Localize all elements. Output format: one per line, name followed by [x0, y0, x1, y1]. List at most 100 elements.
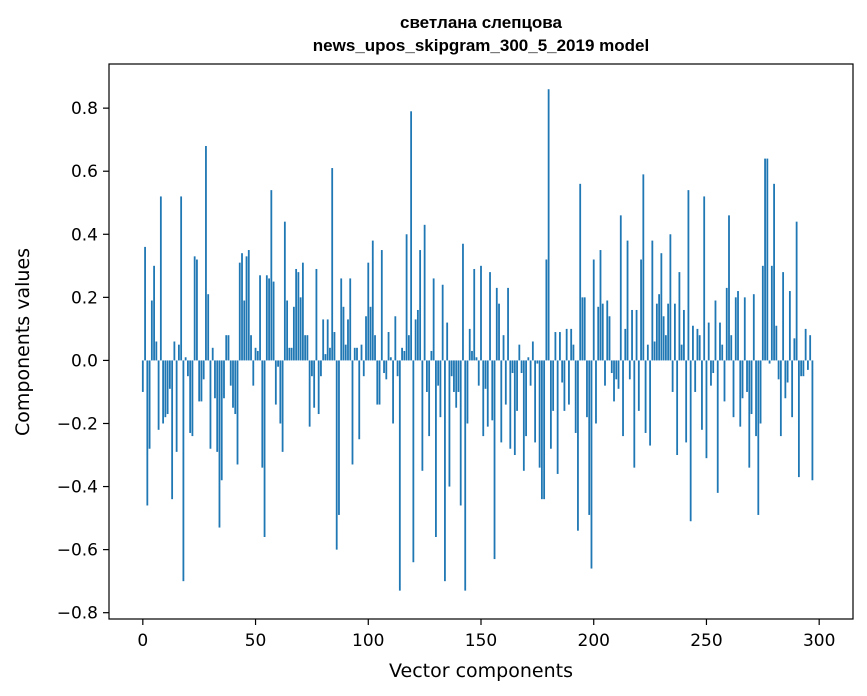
chart-subtitle: news_upos_skipgram_300_5_2019 model — [313, 36, 649, 55]
bar-component-119 — [410, 111, 413, 361]
bar-component-229 — [658, 294, 661, 361]
bar-component-93 — [351, 360, 354, 465]
bar-component-284 — [782, 272, 785, 361]
bar-component-183 — [554, 332, 557, 361]
bar-component-52 — [259, 275, 261, 361]
bar-component-172 — [529, 360, 532, 386]
bar-component-66 — [290, 347, 293, 361]
bar-component-208 — [610, 360, 613, 374]
bar-component-217 — [631, 309, 633, 361]
bar-component-206 — [606, 300, 609, 361]
bar-component-293 — [802, 360, 805, 377]
bar-component-165 — [513, 360, 516, 456]
bar-component-219 — [635, 309, 638, 361]
bar-component-234 — [669, 234, 672, 361]
bar-component-179 — [545, 259, 548, 361]
bar-component-191 — [572, 344, 575, 361]
bar-component-158 — [498, 303, 500, 361]
bar-component-86 — [335, 360, 338, 550]
bar-component-276 — [764, 158, 766, 361]
bar-component-245 — [694, 360, 697, 392]
bar-component-9 — [162, 360, 165, 424]
bar-component-198 — [588, 360, 591, 515]
bar-component-250 — [705, 360, 708, 459]
bar-component-160 — [502, 335, 505, 361]
y-tick-label: 0.0 — [71, 351, 98, 371]
bar-component-6 — [155, 341, 158, 361]
bar-component-36 — [223, 360, 225, 399]
bar-component-105 — [378, 360, 381, 405]
bar-component-152 — [484, 360, 487, 389]
bar-component-136 — [448, 360, 451, 487]
bar-component-1 — [144, 246, 146, 361]
bar-component-41 — [234, 360, 237, 415]
bar-component-209 — [613, 360, 615, 402]
bar-component-171 — [527, 357, 530, 361]
bar-component-69 — [297, 272, 300, 361]
bar-component-289 — [793, 338, 796, 361]
bar-component-248 — [701, 360, 703, 430]
bar-component-196 — [583, 297, 586, 361]
bar-component-23 — [193, 256, 196, 361]
bar-component-291 — [797, 360, 800, 478]
bar-component-96 — [358, 360, 361, 440]
bar-component-128 — [430, 350, 433, 361]
bar-component-244 — [692, 325, 694, 361]
bar-component-13 — [171, 360, 174, 500]
bar-component-57 — [270, 190, 273, 361]
y-tick-label: 0.8 — [71, 99, 98, 119]
bar-component-115 — [401, 347, 403, 361]
bar-component-132 — [439, 360, 442, 418]
bar-component-83 — [329, 347, 331, 361]
bar-component-285 — [784, 360, 787, 399]
bar-component-168 — [520, 360, 523, 374]
bar-component-113 — [396, 360, 399, 377]
bar-component-163 — [509, 360, 512, 449]
bar-component-130 — [435, 360, 437, 538]
bar-component-237 — [676, 360, 679, 456]
bar-component-27 — [202, 360, 205, 380]
bar-component-153 — [486, 360, 489, 427]
y-axis-label: Components values — [12, 248, 34, 436]
bar-component-167 — [518, 344, 521, 361]
bar-component-43 — [238, 262, 241, 361]
x-tick-label: 200 — [578, 631, 610, 651]
bar-component-204 — [601, 303, 604, 361]
bar-component-34 — [218, 360, 221, 528]
bar-component-150 — [480, 265, 482, 361]
bar-component-149 — [477, 360, 480, 386]
bar-component-116 — [403, 350, 406, 361]
y-tick-label: 0.4 — [71, 225, 98, 245]
bar-component-294 — [804, 328, 807, 361]
bar-component-280 — [773, 183, 775, 361]
bar-component-270 — [750, 360, 753, 415]
bar-component-223 — [644, 360, 647, 433]
bar-component-147 — [473, 268, 476, 361]
bar-component-220 — [637, 360, 640, 411]
bar-component-129 — [432, 278, 435, 361]
bar-component-30 — [209, 360, 212, 449]
bar-component-157 — [495, 287, 498, 361]
bar-component-49 — [252, 360, 255, 386]
bar-component-142 — [462, 243, 464, 361]
bar-component-2 — [146, 360, 149, 506]
bar-component-283 — [779, 360, 782, 437]
bar-component-111 — [392, 360, 394, 424]
bar-component-224 — [646, 344, 649, 361]
bar-component-4 — [150, 300, 153, 361]
bar-component-125 — [423, 224, 426, 361]
bar-component-89 — [342, 306, 345, 361]
bar-component-90 — [344, 344, 347, 361]
bar-component-37 — [225, 335, 228, 361]
bar-component-212 — [619, 215, 622, 361]
bar-component-35 — [220, 360, 223, 481]
bar-component-173 — [531, 341, 534, 361]
bar-component-211 — [617, 360, 620, 389]
bar-component-76 — [313, 360, 316, 408]
bar-component-256 — [719, 322, 721, 361]
bar-component-32 — [214, 360, 216, 399]
bar-component-197 — [586, 360, 588, 418]
bar-component-247 — [698, 335, 701, 361]
bar-component-195 — [581, 297, 584, 361]
x-tick-label: 250 — [690, 631, 722, 651]
